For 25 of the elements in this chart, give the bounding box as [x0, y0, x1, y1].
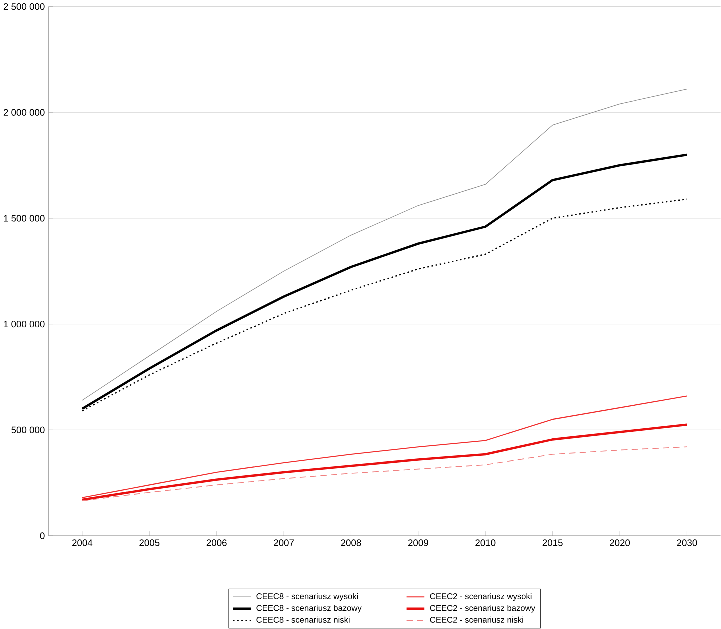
line-series — [82, 89, 688, 401]
x-tick-label: 2004 — [72, 540, 93, 546]
legend-label: CEEC8 - scenariusz wysoki — [256, 593, 358, 602]
x-tick-label: 2010 — [476, 540, 496, 546]
y-tick-label: 500 000 — [12, 426, 45, 434]
y-tick-label: 1 000 000 — [4, 321, 45, 328]
x-tick-label: 2009 — [408, 540, 428, 546]
x-tick-label: 2030 — [677, 540, 698, 546]
line-series — [82, 396, 688, 499]
x-tick-label: 2020 — [610, 540, 630, 546]
line-series — [82, 446, 688, 502]
legend-label: CEEC2 - scenariusz niski — [430, 616, 524, 624]
legend-label: CEEC8 - scenariusz niski — [256, 616, 350, 624]
x-tick-label: 2007 — [274, 540, 294, 546]
y-tick-label: 1 500 000 — [4, 215, 45, 222]
y-tick-label: 2 000 000 — [4, 109, 45, 116]
legend-label: CEEC8 - scenariusz bazowy — [256, 605, 362, 613]
x-tick-label: 2008 — [341, 540, 362, 546]
x-tick-label: 2005 — [140, 540, 160, 546]
x-tick-label: 2015 — [542, 540, 563, 546]
x-tick-label: 2006 — [206, 540, 227, 546]
legend-label: CEEC2 - scenariusz wysoki — [430, 593, 532, 602]
y-tick-label: 2 500 000 — [4, 4, 45, 10]
y-tick-label: 0 — [40, 532, 45, 540]
legend-label: CEEC2 - scenariusz bazowy — [430, 605, 536, 613]
